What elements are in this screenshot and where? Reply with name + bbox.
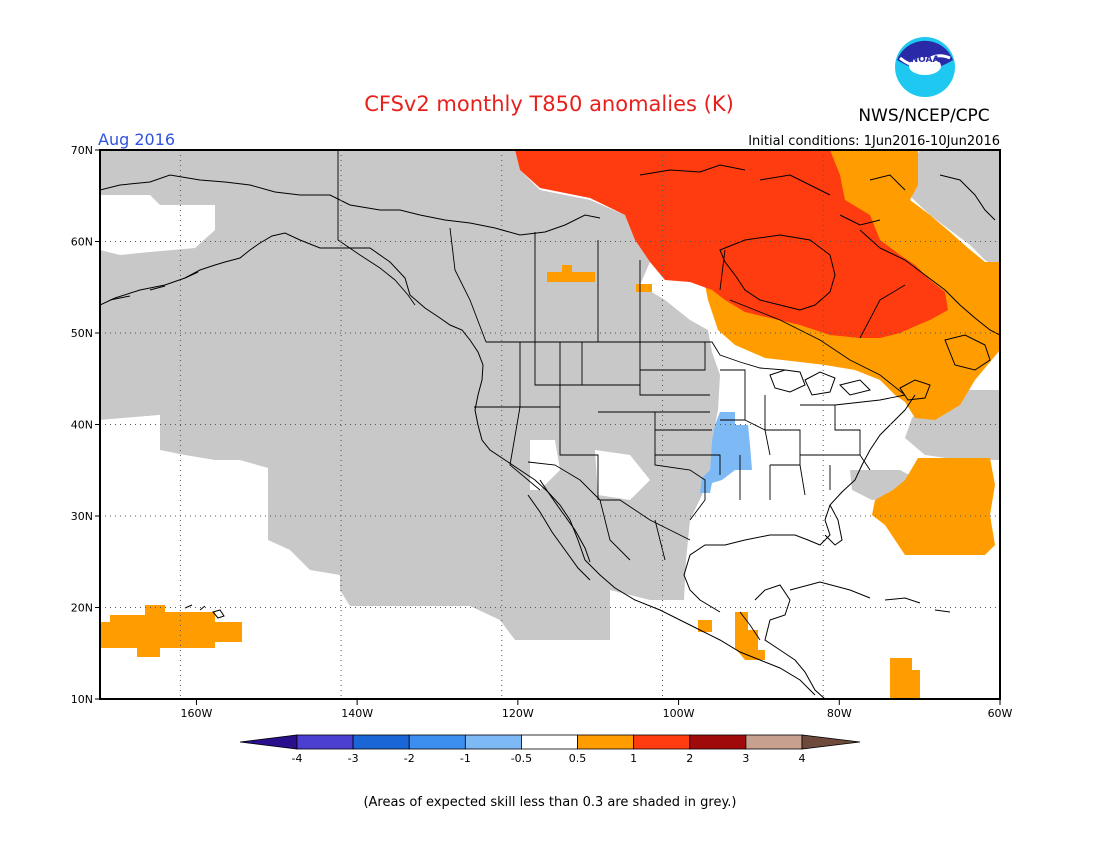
colorbar-label: 4 xyxy=(799,752,806,765)
colorbar-segment xyxy=(745,734,803,750)
colorbar-label: -0.5 xyxy=(511,752,532,765)
colorbar-segment xyxy=(352,734,410,750)
warm-blob-hawaii xyxy=(100,605,242,657)
colorbar-label: -1 xyxy=(460,752,471,765)
warm-blob-central-america xyxy=(735,612,765,660)
colorbar-label: 2 xyxy=(686,752,693,765)
colorbar-segment xyxy=(577,734,635,750)
warm-blob-atlantic xyxy=(872,458,995,555)
colorbar-label: 3 xyxy=(742,752,749,765)
colorbar-segment xyxy=(464,734,522,750)
low-skill-region-northeast xyxy=(905,150,1000,270)
cool-anomaly-central-us xyxy=(700,412,752,493)
warm-blob-bc xyxy=(547,265,595,282)
colorbar-label: -3 xyxy=(348,752,359,765)
noaa-logo-icon: NOAA xyxy=(895,37,955,97)
colorbar-label: 1 xyxy=(630,752,637,765)
footnote: (Areas of expected skill less than 0.3 a… xyxy=(363,795,736,810)
warm-blob-caribbean xyxy=(890,658,920,699)
map-title: CFSv2 monthly T850 anomalies (K) xyxy=(364,92,734,116)
colorbar-legend: -4 -3 -2 -1 -0.5 0.5 1 2 3 4 xyxy=(239,734,861,765)
colorbar-label: -2 xyxy=(404,752,415,765)
lat-tick-label: 30N xyxy=(71,510,93,523)
colorbar-segment xyxy=(521,734,578,750)
valid-month: Aug 2016 xyxy=(98,130,175,149)
initial-conditions: Initial conditions: 1Jun2016-10Jun2016 xyxy=(748,134,1000,149)
lat-tick-label: 60N xyxy=(71,236,93,249)
colorbar-label: -4 xyxy=(292,752,303,765)
axis-ticks: 160W 140W 120W 100W 80W 60W 70N 60N 50N 40N 30N 20N… xyxy=(71,144,1013,720)
lat-tick-label: 20N xyxy=(71,602,93,615)
colorbar-segment xyxy=(296,734,354,750)
map-canvas xyxy=(100,150,1000,699)
warm-blob-ab xyxy=(636,284,652,292)
colorbar-segment xyxy=(408,734,466,750)
lon-tick-label: 60W xyxy=(988,707,1013,720)
colorbar-arrow-low xyxy=(239,734,298,750)
lat-tick-label: 70N xyxy=(71,144,93,157)
lat-tick-label: 50N xyxy=(71,327,93,340)
noaa-logo-text: NOAA xyxy=(911,55,940,65)
lon-tick-label: 100W xyxy=(663,707,695,720)
lon-tick-label: 80W xyxy=(827,707,852,720)
colorbar-label: 0.5 xyxy=(569,752,587,765)
colorbar-segment xyxy=(633,734,691,750)
agency-label: NWS/NCEP/CPC xyxy=(858,106,989,126)
lon-tick-label: 140W xyxy=(341,707,373,720)
lat-tick-label: 10N xyxy=(71,693,93,706)
colorbar-segment xyxy=(689,734,747,750)
lon-tick-label: 120W xyxy=(502,707,534,720)
lat-tick-label: 40N xyxy=(71,419,93,432)
gridlines xyxy=(100,150,1000,699)
colorbar-arrow-high xyxy=(801,734,861,750)
coastlines xyxy=(100,164,1000,699)
lon-tick-label: 160W xyxy=(180,707,212,720)
warm-anomaly-core xyxy=(515,150,948,338)
political-boundaries xyxy=(337,150,906,641)
